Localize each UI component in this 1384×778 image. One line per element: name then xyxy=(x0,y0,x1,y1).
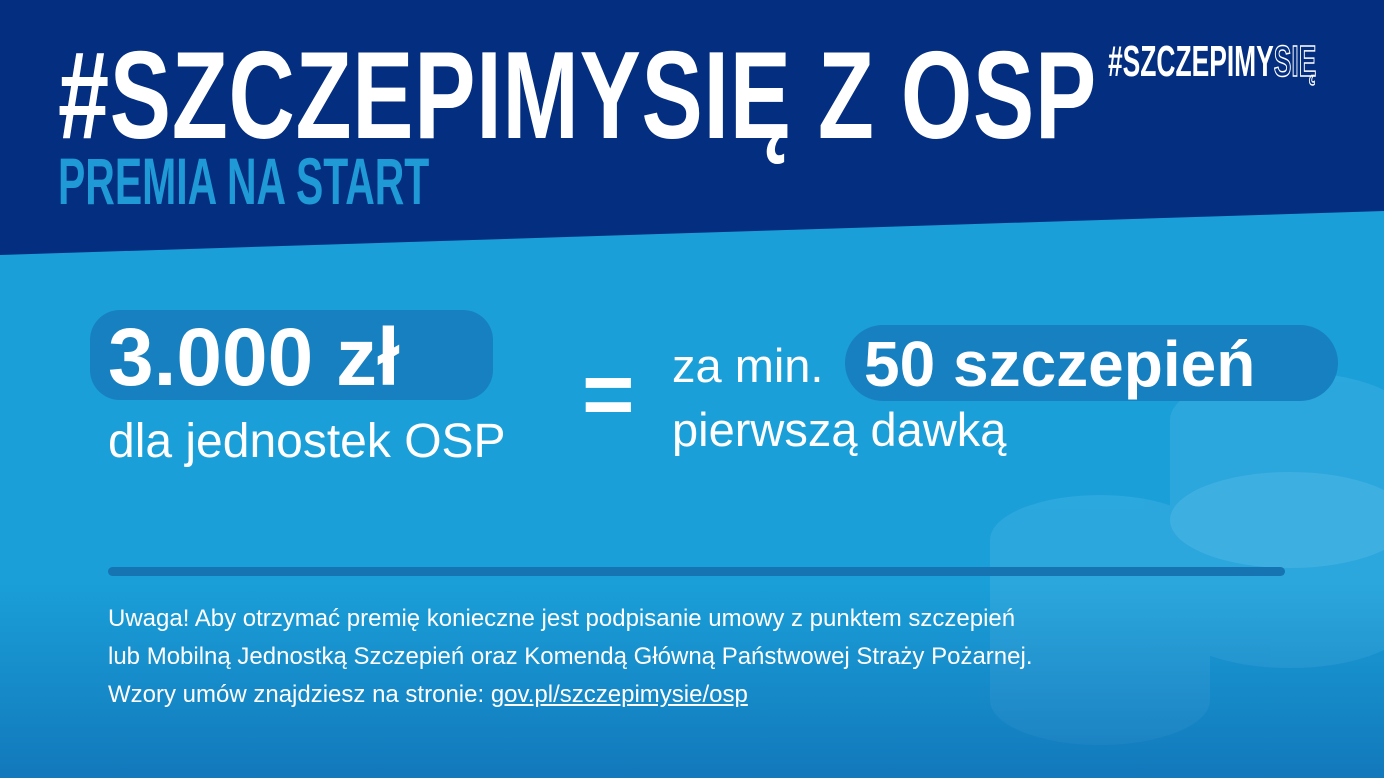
equals-sign: = xyxy=(582,345,635,445)
amount-caption: dla jednostek OSP xyxy=(108,415,506,468)
brand-outline: SIĘ xyxy=(1273,37,1317,86)
condition-prefix: za min. xyxy=(672,339,824,392)
amount-pill xyxy=(90,310,493,400)
condition-caption: pierwszą dawką xyxy=(672,403,1007,456)
page-title: #SZCZEPIMYSIĘ Z OSP xyxy=(58,27,1097,165)
divider xyxy=(108,567,1285,576)
brand-main: #SZCZEPIMY xyxy=(1108,37,1274,86)
brand-logo: #SZCZEPIMYSIĘ xyxy=(1108,37,1317,86)
page-subtitle: PREMIA NA START xyxy=(58,144,430,218)
note-text: Uwaga! Aby otrzymać premię konieczne jes… xyxy=(108,600,1288,714)
bonus-amount: 3.000 zł xyxy=(108,312,400,403)
note-line: Wzory umów znajdziesz na stronie: xyxy=(108,681,491,708)
website-link[interactable]: gov.pl/szczepimysie/osp xyxy=(490,681,748,708)
note-line: lub Mobilną Jednostką Szczepień oraz Kom… xyxy=(108,643,1033,670)
vaccination-count: 50 szczepień xyxy=(864,328,1256,400)
note-line: Uwaga! Aby otrzymać premię konieczne jes… xyxy=(108,605,1016,632)
count-pill xyxy=(845,325,1338,401)
